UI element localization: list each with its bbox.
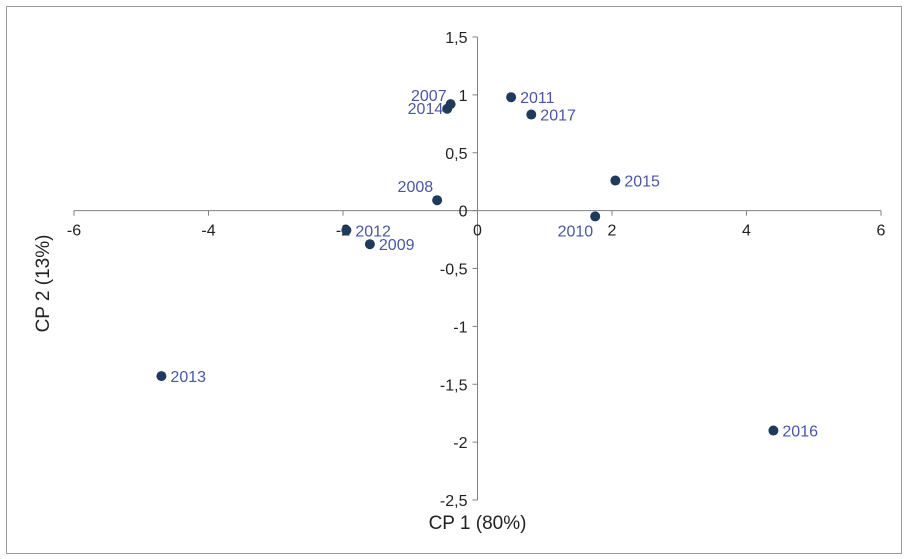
x-tick-label: 4 — [742, 223, 751, 240]
y-tick-label: 0,5 — [445, 146, 467, 163]
scatter-chart: -6-4-202461,510,50-0,5-1-1,5-2-2,5 20072… — [33, 30, 886, 534]
data-point — [156, 371, 167, 382]
data-label: 2016 — [782, 424, 818, 441]
y-tick-label: -1,5 — [440, 377, 468, 394]
data-label: 2017 — [540, 108, 576, 125]
data-label: 2013 — [170, 369, 206, 386]
data-points: 2007201420112017201520082010201220092013… — [156, 88, 818, 441]
data-point — [341, 225, 352, 236]
data-label: 2012 — [355, 223, 391, 240]
axes: -6-4-202461,510,50-0,5-1-1,5-2-2,5 — [67, 30, 886, 510]
y-tick-label: -2 — [453, 435, 467, 452]
data-label: 2011 — [520, 90, 555, 107]
data-label: 2015 — [624, 174, 660, 191]
y-tick-label: -2,5 — [440, 493, 468, 510]
y-tick-label: 0 — [459, 204, 468, 221]
x-tick-label: -4 — [201, 223, 215, 240]
y-tick-label: -0,5 — [440, 262, 468, 279]
y-tick-label: 1,5 — [445, 30, 467, 47]
data-label: 2009 — [379, 237, 415, 254]
data-label: 2010 — [558, 223, 594, 240]
data-point — [610, 175, 621, 186]
data-point — [364, 239, 375, 250]
data-label: 2008 — [398, 179, 434, 196]
data-point — [768, 425, 779, 436]
y-tick-label: 1 — [459, 88, 468, 105]
x-axis-title: CP 1 (80%) — [429, 513, 527, 534]
data-label: 2007 — [411, 88, 447, 105]
y-axis-title: CP 2 (13%) — [33, 235, 54, 333]
x-tick-label: 0 — [473, 223, 482, 240]
data-label: 2014 — [408, 101, 444, 118]
data-point — [590, 211, 601, 222]
x-tick-label: -6 — [67, 223, 81, 240]
data-point — [506, 92, 517, 103]
y-tick-label: -1 — [453, 319, 467, 336]
data-point — [442, 103, 453, 114]
x-tick-label: 2 — [608, 223, 617, 240]
x-tick-label: 6 — [877, 223, 886, 240]
chart-frame: -6-4-202461,510,50-0,5-1-1,5-2-2,5 20072… — [6, 6, 902, 554]
data-point — [432, 195, 443, 206]
data-point — [526, 109, 537, 120]
